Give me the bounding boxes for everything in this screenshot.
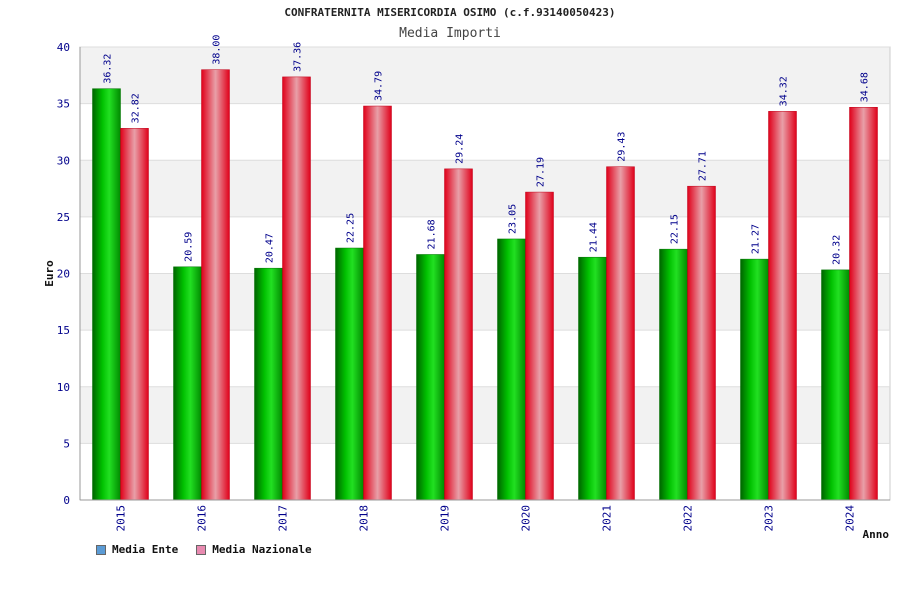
bars: [92, 69, 878, 501]
data-label: 36.32: [103, 54, 114, 84]
bar: [578, 256, 607, 501]
bar: [606, 166, 635, 501]
data-label: 34.32: [779, 76, 790, 106]
chart-title: CONFRATERNITA MISERICORDIA OSIMO (c.f.93…: [284, 6, 616, 19]
y-tick-label: 25: [57, 211, 70, 224]
data-label: 20.47: [265, 233, 276, 263]
bar: [120, 128, 149, 501]
data-label: 23.05: [508, 204, 519, 234]
x-tick-label: 2018: [358, 505, 371, 532]
data-label: 27.71: [698, 151, 709, 181]
x-tick-label: 2021: [601, 505, 614, 532]
axes: 0 5 10 15 20 25 30 35 40 Euro Anno 2015 2016 2017 2018…: [43, 41, 890, 541]
bar: [254, 267, 283, 501]
bar: [92, 88, 121, 501]
bar: [525, 191, 554, 501]
data-label: 34.79: [374, 71, 385, 101]
legend-swatch: [96, 544, 106, 555]
legend-swatch: [196, 544, 207, 555]
legend-label: Media Ente: [112, 543, 179, 556]
x-tick-label: 2023: [763, 505, 776, 532]
y-tick-label: 40: [57, 41, 70, 54]
data-label: 21.27: [751, 224, 762, 254]
bar: [363, 105, 392, 501]
bar: [821, 269, 850, 501]
data-label: 32.82: [131, 93, 142, 123]
y-tick-label: 30: [57, 154, 70, 167]
bar: [497, 238, 526, 501]
x-axis-label: Anno: [863, 528, 890, 541]
x-tick-label: 2022: [682, 505, 695, 532]
legend-item-media-nazionale: Media Nazionale: [196, 543, 312, 556]
y-tick-label: 20: [57, 268, 70, 281]
bar: [444, 168, 473, 501]
data-label: 34.68: [860, 72, 871, 102]
bar: [740, 258, 769, 501]
y-tick-label: 5: [63, 437, 70, 450]
bar: [687, 185, 716, 501]
legend-label: Media Nazionale: [212, 543, 312, 556]
data-label: 22.25: [346, 213, 357, 243]
data-label: 29.43: [617, 132, 628, 162]
y-axis-label: Euro: [43, 260, 56, 287]
bar: [416, 254, 445, 501]
bar: [282, 76, 311, 501]
data-label: 37.36: [293, 42, 304, 72]
x-tick-label: 2016: [196, 505, 209, 532]
y-tick-label: 35: [57, 98, 70, 111]
bar: [659, 248, 688, 501]
data-label: 27.19: [536, 157, 547, 187]
chart-subtitle: Media Importi: [399, 26, 501, 41]
data-label: 29.24: [455, 134, 466, 164]
bar: [173, 266, 202, 501]
bar: [201, 69, 230, 501]
x-tick-label: 2017: [277, 505, 290, 532]
bar: [335, 247, 364, 501]
data-label: 21.68: [427, 219, 438, 249]
x-tick-label: 2020: [520, 505, 533, 532]
y-tick-label: 0: [63, 494, 70, 507]
legend-item-media-ente: Media Ente: [96, 543, 178, 556]
x-tick-label: 2015: [115, 505, 128, 532]
data-label: 21.44: [589, 222, 600, 252]
data-label: 20.59: [184, 232, 195, 262]
x-tick-label: 2024: [844, 505, 857, 532]
x-tick-label: 2019: [439, 505, 452, 532]
data-label: 38.00: [212, 35, 223, 65]
data-labels: 36.32 32.82 20.59 38.00 20.47 37.36 22.25 34.79…: [103, 35, 871, 265]
data-label: 20.32: [832, 235, 843, 265]
bar: [768, 111, 797, 501]
data-label: 22.15: [670, 214, 681, 244]
y-tick-label: 15: [57, 324, 70, 337]
bar: [849, 106, 878, 501]
legend: Media Ente Media Nazionale: [96, 543, 312, 556]
y-tick-label: 10: [57, 381, 70, 394]
